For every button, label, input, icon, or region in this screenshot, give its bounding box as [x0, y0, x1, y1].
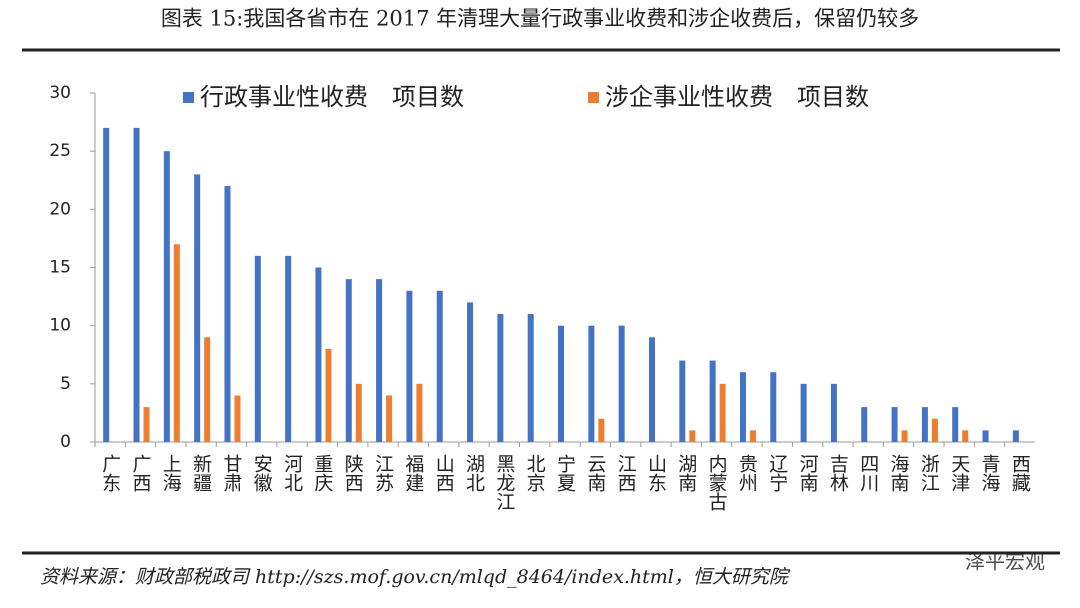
bar: [355, 383, 362, 442]
bar: [962, 430, 969, 442]
bar: [921, 407, 928, 442]
bar: [234, 395, 241, 442]
bar: [982, 430, 989, 442]
x-tick-label: 河北: [281, 454, 303, 492]
bar: [436, 290, 443, 442]
bar: [133, 127, 140, 443]
y-tick-label: 25: [49, 141, 71, 161]
bar: [618, 325, 625, 442]
bar: [325, 348, 332, 442]
x-tick-label: 天津: [948, 454, 970, 492]
bar: [254, 255, 261, 442]
x-tick-label: 黑龙江: [493, 454, 515, 511]
x-tick-label: 广西: [129, 454, 151, 492]
legend-label: 涉企事业性收费 项目数: [605, 83, 869, 111]
bar: [800, 383, 807, 442]
bar: [173, 244, 180, 442]
bar: [891, 407, 898, 442]
y-tick-label: 15: [49, 258, 71, 278]
legend-swatch: [183, 92, 194, 103]
x-tick-label: 福建: [402, 454, 424, 492]
x-tick-label: 浙江: [918, 454, 940, 492]
bar: [588, 325, 595, 442]
bar: [679, 360, 686, 442]
bar: [749, 430, 756, 442]
x-tick-label: 广东: [99, 454, 121, 492]
bar: [598, 418, 605, 442]
x-tick-label: 山东: [645, 454, 667, 492]
source-note: 资料来源：财政部税政司 http://szs.mof.gov.cn/mlqd_8…: [40, 566, 791, 588]
bar: [416, 383, 423, 442]
x-tick-label: 北京: [524, 454, 546, 493]
x-tick-label: 江西: [615, 454, 637, 492]
bar: [467, 302, 474, 442]
x-tick-label: 重庆: [311, 454, 333, 492]
x-tick-label: 青海: [979, 454, 1001, 492]
x-tick-label: 宁夏: [554, 454, 576, 492]
legend-label: 行政事业性收费 项目数: [200, 83, 464, 111]
bar: [1012, 430, 1019, 442]
bar: [770, 372, 777, 442]
bar: [345, 279, 352, 442]
watermark: 泽平宏观: [965, 550, 1045, 574]
x-tick-label: 四川: [857, 454, 879, 492]
bar: [648, 337, 655, 442]
bar: [689, 430, 696, 442]
bar: [527, 314, 534, 442]
bar: [103, 127, 110, 443]
bar: [558, 325, 565, 442]
x-tick-label: 江苏: [372, 454, 394, 492]
bar: [143, 407, 150, 442]
x-tick-label: 山西: [433, 454, 455, 492]
x-tick-label: 海南: [888, 454, 910, 492]
x-tick-label: 上海: [160, 454, 182, 492]
x-tick-label: 云南: [584, 454, 606, 492]
x-tick-label: 陕西: [342, 454, 364, 492]
x-tick-label: 新疆: [190, 454, 212, 492]
bar: [901, 430, 908, 442]
bar: [204, 337, 211, 442]
bar: [163, 151, 170, 442]
x-tick-label: 内蒙古: [706, 454, 728, 511]
x-tick-label: 湖南: [675, 454, 697, 492]
x-tick-label: 贵州: [736, 454, 758, 492]
x-tick-label: 安徽: [251, 454, 273, 492]
bar: [376, 279, 383, 442]
legend-swatch: [588, 92, 599, 103]
bar: [386, 395, 393, 442]
chart-title: 图表 15:我国各省市在 2017 年清理大量行政事业收费和涉企收费后，保留仍较…: [161, 7, 919, 31]
y-tick-label: 10: [49, 316, 71, 336]
bar: [931, 418, 938, 442]
x-tick-label: 西藏: [1009, 454, 1031, 493]
x-tick-label: 甘肃: [220, 454, 242, 492]
y-tick-label: 5: [60, 374, 71, 394]
y-tick-label: 0: [60, 432, 71, 452]
x-tick-label: 河南: [797, 454, 819, 492]
bar: [285, 255, 292, 442]
bar: [224, 186, 231, 442]
bar: [315, 267, 322, 442]
bar: [497, 314, 504, 442]
bar: [406, 290, 413, 442]
x-tick-label: 吉林: [827, 454, 849, 492]
bar: [861, 407, 868, 442]
bar: [952, 407, 959, 442]
y-tick-label: 20: [49, 199, 71, 219]
bar: [719, 383, 726, 442]
bar: [194, 174, 201, 442]
x-tick-label: 辽宁: [766, 454, 788, 492]
bar: [709, 360, 716, 442]
x-tick-label: 湖北: [463, 454, 485, 492]
bar: [739, 372, 746, 442]
y-tick-label: 30: [49, 83, 71, 103]
bar: [830, 383, 837, 442]
